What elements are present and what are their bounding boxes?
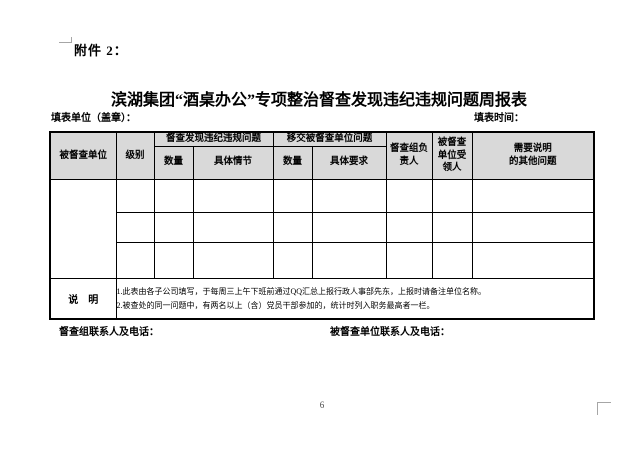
form-time-label: 填表时间：: [474, 113, 524, 124]
attachment-label: 附件 2：: [74, 43, 128, 58]
notes-row: 说 明 1.此表由各子公司填写，于每周三上午下班前通过QQ汇总上报行政人事部先东…: [49, 277, 595, 320]
page-number: 6: [319, 400, 325, 410]
header-group-transferred-problems: 移交被督查单位问题: [272, 131, 387, 147]
data-cell[interactable]: [115, 241, 155, 279]
header-found-quantity: 数量: [153, 145, 194, 180]
page-title: 滨湖集团“酒桌办公”专项整治督查发现违纪违规问题周报表: [110, 92, 527, 109]
inspected-unit-contact-label: 被督查单位联系人及电话：: [330, 327, 450, 338]
data-cell[interactable]: [192, 178, 274, 213]
data-cell[interactable]: [471, 211, 595, 243]
notes-body: 1.此表由各子公司填写，于每周三上午下班前通过QQ汇总上报行政人事部先东，上报时…: [115, 277, 595, 320]
data-cell[interactable]: [385, 241, 433, 279]
text-boundary-mark-top-left-horizontal: [59, 42, 72, 43]
form-unit-label: 填表单位（盖章）：: [51, 113, 136, 124]
header-inspection-group-leader: 督查组负 责人: [385, 131, 433, 180]
data-cell[interactable]: [115, 178, 155, 213]
data-cell[interactable]: [153, 211, 194, 243]
data-cell[interactable]: [431, 211, 473, 243]
data-cell-inspected-unit[interactable]: [49, 178, 117, 279]
table-row: [50, 241, 595, 279]
header-inspected-unit: 被督查单位: [49, 131, 117, 180]
data-cell[interactable]: [272, 178, 313, 213]
inspection-group-contact-label: 督查组联系人及电话：: [59, 327, 159, 338]
header-unit-receiver: 被督查 单位受 领人: [431, 131, 473, 180]
data-cell[interactable]: [153, 178, 194, 213]
data-cell[interactable]: [311, 178, 387, 213]
data-cell[interactable]: [431, 241, 473, 279]
table-row: [49, 178, 595, 279]
data-cell[interactable]: [115, 211, 155, 243]
header-other-issues: 需要说明 的其他问题: [471, 131, 595, 180]
text-boundary-mark-top-left-vertical: [71, 37, 72, 43]
data-cell[interactable]: [192, 211, 274, 243]
data-cell[interactable]: [385, 211, 433, 243]
header-transfer-quantity: 数量: [272, 145, 313, 180]
data-cell[interactable]: [272, 211, 313, 243]
data-cell[interactable]: [431, 178, 473, 213]
notes-label: 说 明: [49, 277, 117, 320]
data-cell[interactable]: [272, 241, 313, 279]
data-cell[interactable]: [471, 241, 595, 279]
data-cell[interactable]: [311, 241, 387, 279]
header-group-found-problems: 督查发现违纪违规问题: [153, 131, 274, 147]
text-boundary-mark-bottom-right-vertical: [597, 402, 598, 415]
note-line-1: 1.此表由各子公司填写，于每周三上午下班前通过QQ汇总上报行政人事部先东，上报时…: [116, 286, 487, 296]
header-found-detail: 具体情节: [192, 145, 274, 180]
note-line-2: 2.被查处的同一问题中，有两名以上（含）党员干部参加的，统计时列入职务最高者一栏…: [116, 300, 435, 310]
header-transfer-requirement: 具体要求: [311, 145, 387, 180]
data-cell[interactable]: [192, 241, 274, 279]
data-cell[interactable]: [471, 178, 595, 213]
data-cell[interactable]: [153, 241, 194, 279]
data-cell[interactable]: [311, 211, 387, 243]
report-table: 被督查单位 级别 督查发现违纪违规问题 移交被督查单位问题 督查组负 责人 被督…: [49, 131, 596, 321]
table-row: [50, 211, 595, 243]
data-cell[interactable]: [385, 178, 433, 213]
text-boundary-mark-bottom-right-horizontal: [597, 402, 611, 403]
header-level: 级别: [115, 131, 155, 180]
